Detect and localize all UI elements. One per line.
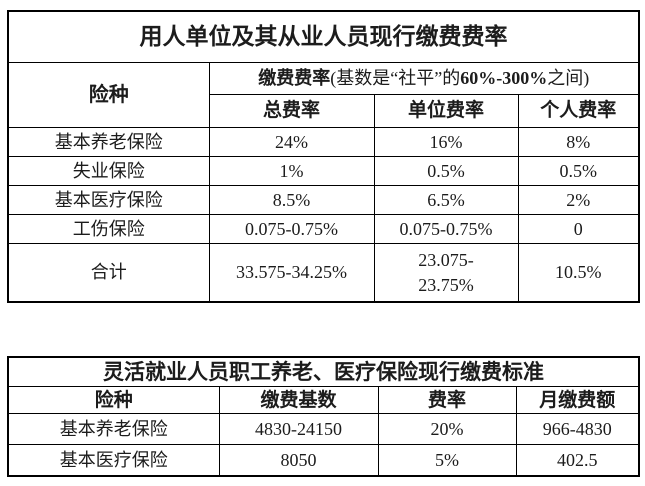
cell-total-rate: 33.575-34.25%: [208, 243, 375, 303]
cell-personal-rate: 0: [517, 214, 640, 244]
rate-note-mid: (基数是“社平”的: [330, 68, 461, 89]
cell-total-rate: 1%: [208, 156, 375, 186]
table-row-work-injury: 工伤保险 0.075-0.75% 0.075-0.75% 0: [7, 214, 640, 244]
table1-header-insurance-type: 险种: [7, 62, 210, 128]
row-label: 失业保险: [7, 156, 210, 186]
cell-personal-rate: 0.5%: [517, 156, 640, 186]
table2-header-base: 缴费基数: [218, 386, 379, 415]
cell-employer-rate: 16%: [373, 127, 519, 157]
cell-base: 8050: [218, 444, 379, 477]
table1-header-row-2: 总费率 单位费率 个人费率: [8, 94, 640, 128]
table-row-medical: 基本医疗保险 8050 5% 402.5: [7, 444, 640, 477]
table-row-pension: 基本养老保险 4830-24150 20% 966-4830: [7, 413, 640, 446]
table2-title-row: 灵活就业人员职工养老、医疗保险现行缴费标准: [7, 356, 640, 388]
table1-title-row: 用人单位及其从业人员现行缴费费率: [7, 10, 640, 63]
cell-employer-rate: 0.075-0.75%: [373, 214, 519, 244]
employer-employee-rates-table: 用人单位及其从业人员现行缴费费率 险种 缴费费率(基数是“社平”的60%-300…: [7, 10, 640, 303]
cell-personal-rate: 2%: [517, 185, 640, 215]
row-label: 工伤保险: [7, 214, 210, 244]
table-row-total: 合计 33.575-34.25% 23.075- 23.75% 10.5%: [7, 243, 640, 303]
table1-header-employer-rate: 单位费率: [373, 94, 519, 128]
cell-base: 4830-24150: [218, 413, 379, 446]
table-row-medical: 基本医疗保险 8.5% 6.5% 2%: [7, 185, 640, 215]
cell-employer-rate: 0.5%: [373, 156, 519, 186]
cell-rate: 20%: [377, 413, 517, 446]
table1-header-row-1: 险种 缴费费率(基数是“社平”的60%-300%之间): [7, 62, 640, 128]
table1-header-total-rate: 总费率: [208, 94, 375, 128]
rate-note-suffix: 之间): [547, 68, 590, 89]
row-label: 基本养老保险: [7, 127, 210, 157]
cell-total-rate: 0.075-0.75%: [208, 214, 375, 244]
cell-monthly: 402.5: [515, 444, 640, 477]
cell-personal-rate: 8%: [517, 127, 640, 157]
row-label: 合计: [7, 243, 210, 303]
table-row-unemployment: 失业保险 1% 0.5% 0.5%: [7, 156, 640, 186]
rate-note-prefix: 缴费费率: [258, 68, 331, 89]
flexible-employment-rates-table: 灵活就业人员职工养老、医疗保险现行缴费标准 险种 缴费基数 费率 月缴费额 基本…: [7, 356, 640, 478]
cell-employer-rate: 6.5%: [373, 185, 519, 215]
rate-note-range: 60%-300%: [460, 68, 548, 89]
cell-employer-rate: 23.075- 23.75%: [373, 243, 519, 303]
table2-title: 灵活就业人员职工养老、医疗保险现行缴费标准: [7, 356, 640, 388]
table2-header-insurance-type: 险种: [7, 386, 220, 415]
table1-header-rate-note: 缴费费率(基数是“社平”的60%-300%之间): [208, 62, 640, 95]
cell-total-rate: 8.5%: [208, 185, 375, 215]
table1-header-personal-rate: 个人费率: [517, 94, 640, 128]
row-label: 基本医疗保险: [7, 185, 210, 215]
row-label: 基本医疗保险: [7, 444, 220, 477]
cell-personal-rate: 10.5%: [517, 243, 640, 303]
row-label: 基本养老保险: [7, 413, 220, 446]
cell-monthly: 966-4830: [515, 413, 640, 446]
table2-header-row: 险种 缴费基数 费率 月缴费额: [7, 386, 640, 415]
cell-total-rate: 24%: [208, 127, 375, 157]
table2-header-monthly: 月缴费额: [515, 386, 640, 415]
table2-header-rate: 费率: [377, 386, 517, 415]
table1-title: 用人单位及其从业人员现行缴费费率: [7, 10, 640, 63]
cell-rate: 5%: [377, 444, 517, 477]
table-row-pension: 基本养老保险 24% 16% 8%: [7, 127, 640, 157]
